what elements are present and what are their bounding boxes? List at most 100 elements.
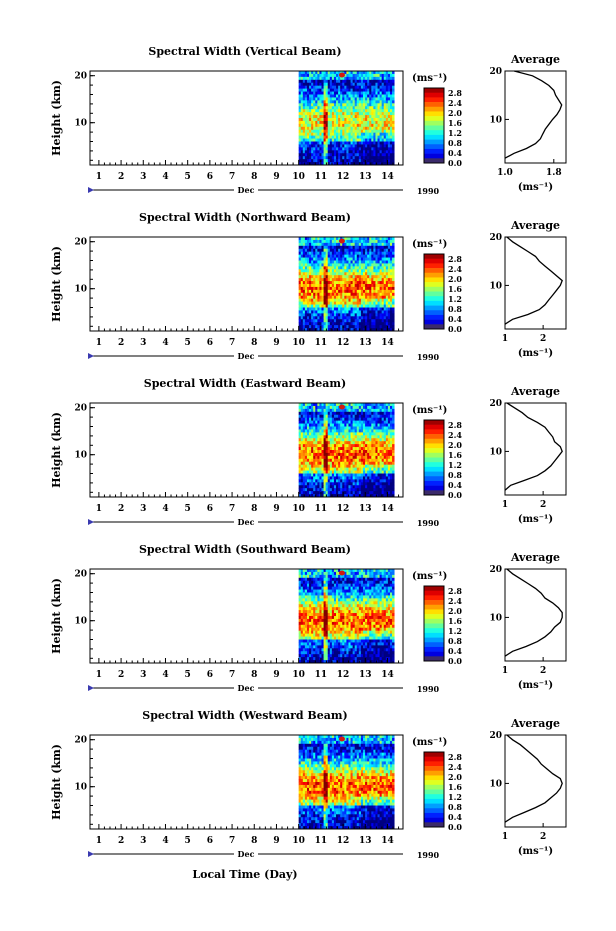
heatmap-cell: [342, 286, 345, 291]
heatmap-cell: [367, 254, 370, 258]
heatmap-cell: [387, 325, 391, 329]
heatmap-cell: [342, 313, 345, 317]
heatmap-cell: [323, 284, 327, 288]
heatmap-cell: [321, 73, 324, 78]
heatmap-cell: [331, 313, 335, 317]
heatmap-cell: [377, 408, 380, 413]
heatmap-cell: [377, 135, 380, 139]
heatmap-cell: [304, 473, 308, 477]
heatmap-cell: [373, 126, 376, 131]
heatmap-cell: [379, 269, 383, 273]
heatmap-cell: [365, 129, 368, 134]
heatmap-cell: [304, 94, 308, 98]
heatmap-cell: [354, 470, 358, 474]
heatmap-cell: [313, 292, 316, 297]
heatmap-cell: [348, 126, 351, 131]
heatmap-cell: [342, 123, 345, 128]
heatmap-cell: [346, 438, 349, 442]
heatmap-cell: [329, 162, 333, 166]
heatmap-cell: [323, 485, 327, 489]
heatmap-cell: [387, 266, 391, 270]
heatmap-cell: [319, 313, 322, 317]
heatmap-cell: [336, 322, 339, 326]
heatmap-cell: [304, 275, 308, 279]
heatmap-cell: [362, 100, 366, 104]
heatmap-cell: [336, 408, 339, 413]
heatmap-cell: [381, 103, 385, 107]
heatmap-cell: [304, 251, 308, 256]
heatmap-cell: [321, 316, 324, 320]
heatmap-cell: [373, 461, 376, 466]
heatmap-cell: [317, 239, 320, 244]
heatmap-cell: [321, 432, 324, 436]
heatmap-cell: [331, 467, 335, 471]
heatmap-cell: [317, 138, 320, 142]
heatmap-cell: [300, 569, 304, 573]
heatmap-cell: [392, 94, 395, 98]
heatmap-cell: [300, 115, 304, 119]
heatmap-cell: [350, 461, 354, 466]
heatmap-cell: [375, 141, 378, 145]
heatmap-cell: [298, 325, 302, 329]
heatmap-cell: [360, 494, 364, 498]
heatmap-cell: [325, 403, 329, 407]
heatmap-cell: [348, 313, 351, 317]
heatmap-cell: [304, 470, 308, 474]
heatmap-cell: [311, 488, 314, 492]
heatmap-cell: [306, 245, 310, 250]
heatmap-cell: [319, 429, 322, 433]
heatmap-cell: [352, 242, 356, 247]
heatmap-cell: [377, 123, 380, 128]
heatmap-cell: [306, 138, 310, 142]
heatmap-cell: [313, 94, 316, 98]
heatmap-cell: [360, 319, 364, 323]
heatmap-cell: [306, 266, 310, 270]
heatmap-cell: [371, 245, 374, 250]
heatmap-cell: [311, 435, 314, 439]
heatmap-cell: [356, 289, 360, 294]
heatmap-cell: [331, 132, 335, 137]
heatmap-cell: [373, 441, 376, 445]
heatmap-cell: [350, 103, 354, 107]
heatmap-cell: [342, 257, 345, 261]
heatmap-cell: [336, 420, 339, 424]
x-tick-label: 6: [207, 338, 213, 348]
average-profile-line: [504, 236, 563, 325]
heatmap-cell: [379, 138, 383, 142]
heatmap-cell: [392, 417, 395, 422]
heatmap-cell: [304, 73, 308, 78]
heatmap-cell: [348, 138, 351, 142]
heatmap-cell: [325, 470, 329, 474]
heatmap-cell: [377, 278, 380, 282]
heatmap-cell: [381, 479, 385, 483]
panel-2: Spectral Width (Northward Beam)Height (k…: [50, 211, 567, 362]
heatmap-cell: [377, 452, 380, 457]
heatmap-cell: [327, 423, 331, 427]
heatmap-cell: [327, 488, 331, 492]
heatmap-cell: [348, 147, 351, 151]
heatmap-cell: [331, 120, 335, 125]
heatmap-cell: [389, 571, 393, 576]
heatmap-cell: [327, 304, 331, 308]
heatmap-cell: [338, 266, 341, 270]
heatmap-cell: [354, 494, 358, 498]
heatmap-cell: [336, 120, 339, 125]
heatmap-cell: [311, 251, 314, 256]
heatmap-cell: [311, 304, 314, 308]
heatmap-cell: [327, 115, 331, 119]
heatmap-cell: [383, 91, 387, 95]
heatmap-cell: [369, 455, 372, 460]
heatmap-cell: [309, 248, 312, 253]
heatmap-cell: [373, 272, 376, 276]
heatmap-cell: [323, 571, 327, 576]
heatmap-cell: [327, 144, 331, 148]
heatmap-cell: [338, 123, 341, 128]
heatmap-cell: [387, 269, 391, 273]
heatmap-cell: [340, 414, 343, 419]
heatmap-cell: [379, 118, 383, 122]
heatmap-cell: [344, 450, 347, 454]
heatmap-cell: [383, 147, 387, 151]
heatmap-cell: [350, 417, 354, 422]
heatmap-cell: [329, 313, 333, 317]
heatmap-cell: [346, 71, 349, 75]
